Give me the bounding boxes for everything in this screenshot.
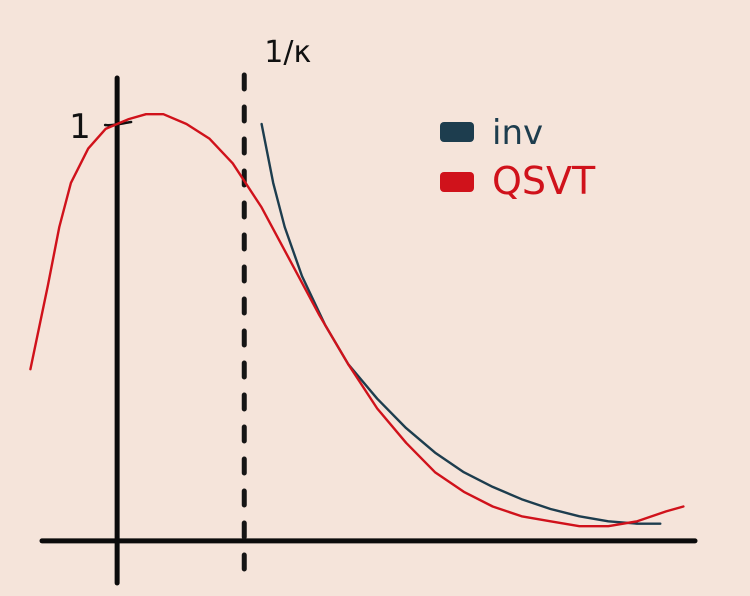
series-line-qsvt [29, 113, 685, 528]
legend-label: QSVT [492, 159, 596, 203]
series-line-inv [260, 122, 662, 525]
legend-item-inv: inv [440, 113, 543, 153]
labels-layer: 1 1/κ [69, 35, 311, 147]
legend-swatch [440, 172, 474, 192]
legend-item-qsvt: QSVT [440, 159, 596, 203]
axes-layer [39, 72, 698, 586]
y-tick-label: 1 [69, 107, 91, 147]
legend-label: inv [492, 113, 543, 153]
legend-swatch [440, 122, 474, 142]
vertical-marker-label: 1/κ [264, 35, 311, 70]
legend: inv QSVT [440, 113, 596, 203]
series-layer [29, 113, 685, 528]
